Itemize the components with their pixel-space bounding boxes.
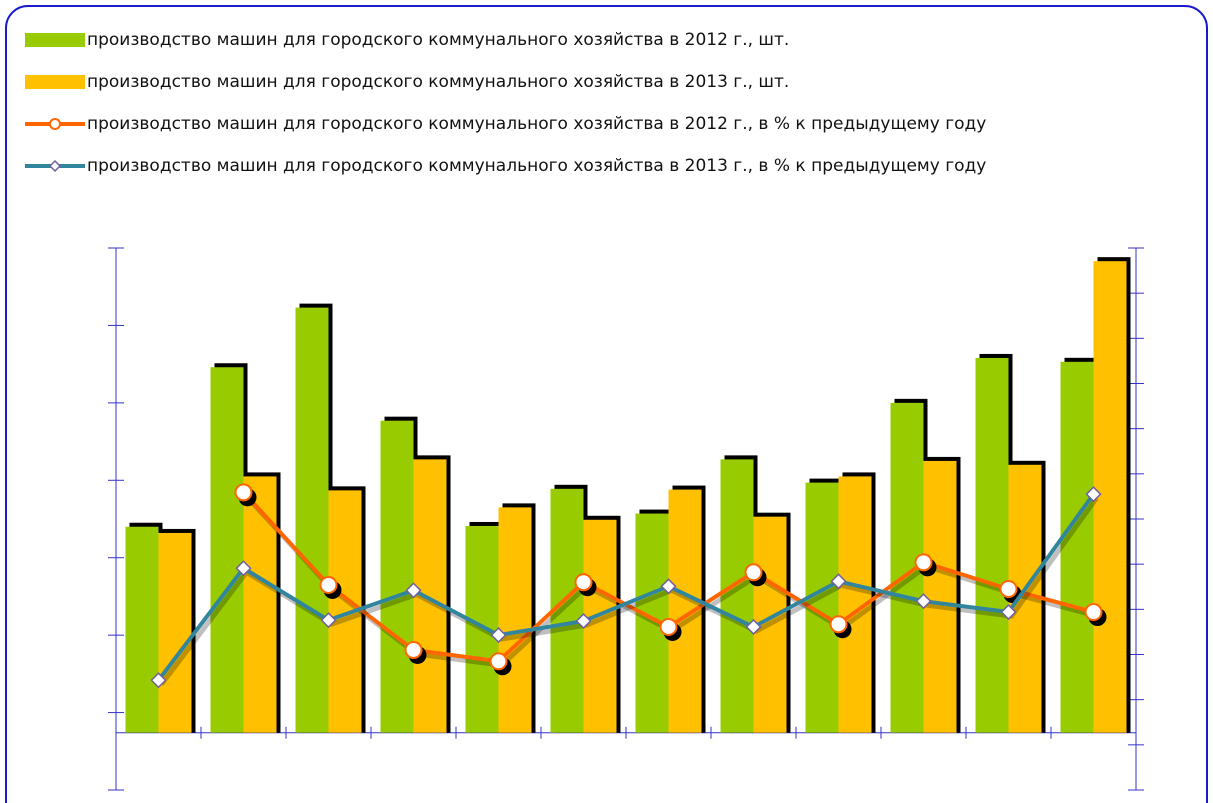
legend-label: производство машин для городского коммун… [87, 114, 986, 134]
marker [915, 593, 932, 610]
bar [158, 532, 192, 733]
bar [243, 476, 277, 733]
marker [574, 573, 593, 592]
marker [999, 580, 1018, 599]
marker [745, 618, 762, 636]
marker [404, 640, 423, 659]
bar [380, 420, 414, 733]
legend-marker [49, 118, 61, 130]
legend-label: производство машин для городского коммун… [87, 156, 986, 176]
marker [830, 573, 847, 590]
bar [583, 519, 617, 733]
legend-swatch [25, 33, 85, 47]
marker [405, 582, 422, 599]
bar [465, 525, 499, 733]
legend-label: производство машин для городского коммун… [87, 72, 789, 92]
bar [720, 459, 754, 733]
marker [150, 672, 167, 689]
bar [295, 307, 329, 733]
marker [829, 615, 848, 634]
line [156, 492, 1096, 682]
legend-marker [48, 159, 62, 173]
bar [550, 488, 584, 733]
bar [413, 459, 447, 733]
bar [498, 507, 532, 733]
bar [1093, 261, 1127, 733]
marker [235, 560, 252, 577]
frame [5, 5, 1208, 803]
bar [923, 460, 957, 733]
marker [1084, 603, 1103, 622]
marker [320, 612, 337, 629]
bar [975, 357, 1009, 733]
marker [744, 563, 763, 582]
marker [660, 578, 677, 595]
bar [210, 367, 244, 733]
marker [319, 575, 338, 594]
legend-label: производство машин для городского коммун… [87, 30, 789, 50]
bar [1060, 361, 1094, 733]
marker [489, 652, 508, 671]
marker [1000, 603, 1017, 621]
bar [125, 526, 159, 733]
marker [914, 553, 933, 572]
legend-swatch [25, 75, 85, 89]
marker [234, 483, 253, 502]
marker [1085, 486, 1102, 503]
marker [490, 627, 507, 644]
marker [659, 617, 678, 636]
marker [575, 613, 592, 630]
